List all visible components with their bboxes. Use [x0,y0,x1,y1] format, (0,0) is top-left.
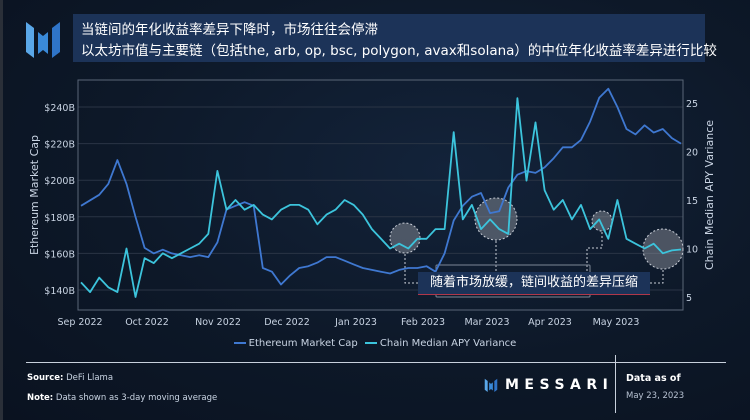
svg-text:Apr 2023: Apr 2023 [528,317,572,328]
note-label: Note [27,393,50,403]
svg-text:$240B: $240B [44,103,75,114]
svg-text:Feb 2023: Feb 2023 [401,317,445,328]
line-chart: $140B $160B $180B $200B $220B $240B 5 10 15 20 25… [28,79,716,328]
footer-divider [26,362,726,363]
chart-gridlines [78,106,683,291]
source-label: Source [27,373,61,383]
series-chain-median-apy-variance [80,97,682,298]
svg-text:Jan 2023: Jan 2023 [334,317,377,328]
plot-area-border [77,79,684,311]
x-axis-ticks: Sep 2022 Oct 2022 Nov 2022 Dec 2022 Jan 2023… [57,317,639,328]
legend-item-eth: Ethereum Market Cap [233,337,358,349]
source-value: DeFi Llama [66,373,114,383]
note-value: Data shown as 3-day moving average [55,393,218,403]
legend-swatch-eth [233,342,246,344]
window-frame-edge [0,0,3,420]
legend-swatch-apy [364,342,377,344]
legend-label-eth: Ethereum Market Cap [248,337,358,349]
messari-small-logo-icon [484,378,498,392]
chart-legend: Ethereum Market Cap Chain Median APY Var… [0,336,750,349]
messari-brand: MESSARI [483,377,613,393]
data-as-of-label: Data as of [626,373,681,384]
chart-subtitle: 以太坊市值与主要链（包括the, arb, op, bsc, polygon, … [81,43,717,59]
source-note: Source: DeFi Llama [27,373,114,383]
svg-text:Dec 2022: Dec 2022 [264,317,310,328]
annotation-callout: 随着市场放缓，链间收益的差异压缩 [418,272,650,295]
series-ethereum-market-cap [80,87,682,286]
svg-text:Oct 2022: Oct 2022 [125,317,169,328]
svg-text:5: 5 [686,293,692,304]
svg-text:May 2023: May 2023 [593,317,640,328]
data-as-of-date: May 23, 2023 [626,391,685,401]
right-axis-ticks: 5 10 15 20 25 [686,99,698,304]
brand-name: MESSARI [505,377,614,393]
svg-text:$140B: $140B [44,286,75,297]
svg-text:Mar 2023: Mar 2023 [464,317,509,328]
svg-text:20: 20 [686,148,698,159]
svg-text:25: 25 [686,99,698,110]
svg-text:$160B: $160B [44,249,75,260]
svg-text:$180B: $180B [44,213,75,224]
left-axis-label: Ethereum Market Cap [28,135,41,255]
chart-title-banner: 当链间的年化收益率差异下降时，市场往往会停滞 以太坊市值与主要链（包括the, … [73,14,717,62]
svg-text:Sep 2022: Sep 2022 [57,317,102,328]
right-axis-label: Chain Median APY Variance [703,120,716,270]
legend-label-apy: Chain Median APY Variance [379,337,517,349]
footnote: Note: Data shown as 3-day moving average [27,393,218,403]
legend-item-apy: Chain Median APY Variance [364,337,517,349]
chart-title: 当链间的年化收益率差异下降时，市场往往会停滞 [81,22,378,38]
svg-text:15: 15 [686,196,698,207]
svg-text:10: 10 [686,245,698,256]
svg-text:$200B: $200B [44,176,75,187]
footer-vertical-divider [615,355,616,413]
messari-logo-icon [26,22,60,58]
left-axis-ticks: $140B $160B $180B $200B $220B $240B [44,103,75,297]
svg-text:Nov 2022: Nov 2022 [195,317,241,328]
svg-text:$220B: $220B [44,140,75,151]
